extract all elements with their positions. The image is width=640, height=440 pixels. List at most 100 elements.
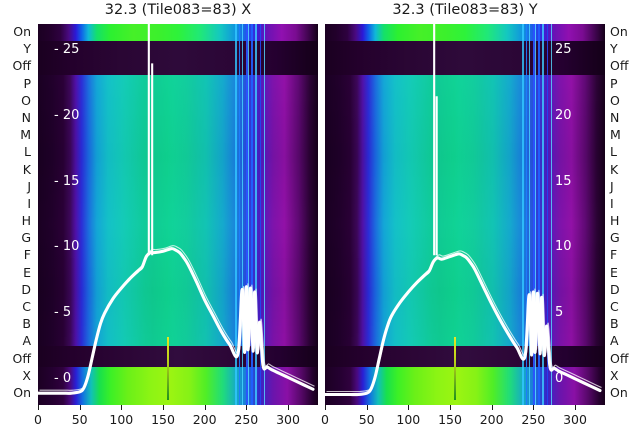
x-axis-tick-label: 200 [479,412,504,427]
dipole-label: H [21,213,31,229]
dipole-label: P [23,75,31,91]
dipole-labels-left: On Y Off P O N M L K J I H G F E D C B A Off X On [0,24,34,405]
dipole-label: Y [610,41,618,57]
heatmap-panel-y[interactable] [325,24,605,405]
x-axis-tick [288,405,289,410]
rfi-stripe [525,24,528,405]
dipole-label: H [610,213,620,229]
x-axis-tick [325,405,326,410]
x-axis-tick-label: 100 [109,412,134,427]
spectrum-trace-x [38,24,315,395]
dipole-labels-right: On Y Off P O N M L K J I H G F E D C B A Off X On [606,24,640,405]
x-axis-left: 0 50 100 150 200 250 300 [34,405,318,439]
dipole-label: E [610,264,618,280]
dipole-label: C [610,299,619,315]
x-axis-tick-label: 250 [521,412,546,427]
dipole-label: On [610,385,628,400]
dipole-label: Y [23,41,31,57]
dipole-label: M [610,127,621,143]
rfi-stripe [263,24,266,405]
x-axis-tick [491,405,493,410]
x-axis-tick-label: 50 [358,412,375,427]
rfi-stripe [238,24,241,405]
rfi-stripe [245,24,248,405]
x-axis-tick [79,405,81,410]
dipole-label: L [24,144,31,160]
dipole-label: B [610,316,619,332]
dipole-label: O [610,92,620,108]
marker-line-y [454,336,457,400]
dipole-label: J [27,178,31,194]
dipole-label: J [610,178,614,194]
rfi-stripe [259,24,261,405]
x-axis-tick [121,405,123,410]
dipole-label: On [13,385,31,400]
x-axis-tick-label: 150 [438,412,462,427]
x-axis-tick-label: 150 [151,412,175,427]
x-axis-tick [575,405,576,410]
heatmap-separator-top [325,41,605,75]
dipole-label: O [21,92,31,108]
rfi-stripe [251,24,253,405]
x-axis-tick [366,405,368,410]
heatmap-separator-top [38,41,318,75]
dipole-label: F [610,247,618,263]
rfi-stripe [234,24,237,405]
dipole-label: B [22,316,31,332]
x-axis-tick [450,405,451,410]
dipole-label: On [610,24,628,39]
dipole-label: Off [610,350,629,366]
dipole-label: I [27,195,31,211]
panel-title-y: 32.3 (Tile083=83) Y [392,2,538,18]
x-axis-tick [533,405,535,410]
dipole-label: C [22,299,31,315]
dipole-label: On [13,24,31,39]
x-axis-tick-label: 0 [34,412,42,427]
dipole-label: G [21,230,31,246]
dipole-label: X [22,367,31,383]
spectrum-curve [38,247,315,395]
rfi-stripe [535,24,537,405]
dipole-label: K [22,161,31,177]
dipole-label: I [610,195,614,211]
rfi-stripe [538,24,540,405]
x-axis-right: 0 50 100 150 200 250 300 [321,405,605,439]
spectrum-trace-y [325,24,602,397]
x-axis-tick-label: 200 [192,412,217,427]
dipole-label: A [610,333,619,349]
heatmap-band-main [325,75,605,346]
heatmap-texture [325,75,605,346]
dipole-label: N [21,109,31,125]
spectrum-curve-overlay [39,245,315,391]
dipole-label: Off [610,58,629,74]
dipole-label: Off [12,350,31,366]
dipole-label: K [610,161,619,177]
x-axis-tick-label: 50 [71,412,88,427]
rfi-stripe [254,24,257,405]
rfi-stripe [242,24,244,405]
x-axis-tick-label: 300 [563,412,587,427]
x-axis-tick [246,405,248,410]
x-axis-tick-label: 0 [321,412,329,427]
spectrum-curve-overlay [326,250,602,393]
x-axis-tick [204,405,206,410]
dipole-label: G [610,230,620,246]
rfi-stripe [550,24,553,405]
rfi-stripe [529,24,531,405]
dipole-label: X [610,367,619,383]
dipole-label: M [20,127,31,143]
dipole-label: E [23,264,31,280]
dipole-label: P [610,75,618,91]
dipole-label: D [610,281,620,297]
dipole-label: F [23,247,31,263]
dipole-label: N [610,109,620,125]
rfi-stripe [546,24,548,405]
dipole-label: A [22,333,31,349]
dipole-label: D [21,281,31,297]
x-axis-tick-label: 100 [396,412,421,427]
rfi-stripe [541,24,544,405]
heatmap-panel-x[interactable] [38,24,318,405]
dipole-label: Off [12,58,31,74]
x-axis-tick-label: 250 [234,412,259,427]
